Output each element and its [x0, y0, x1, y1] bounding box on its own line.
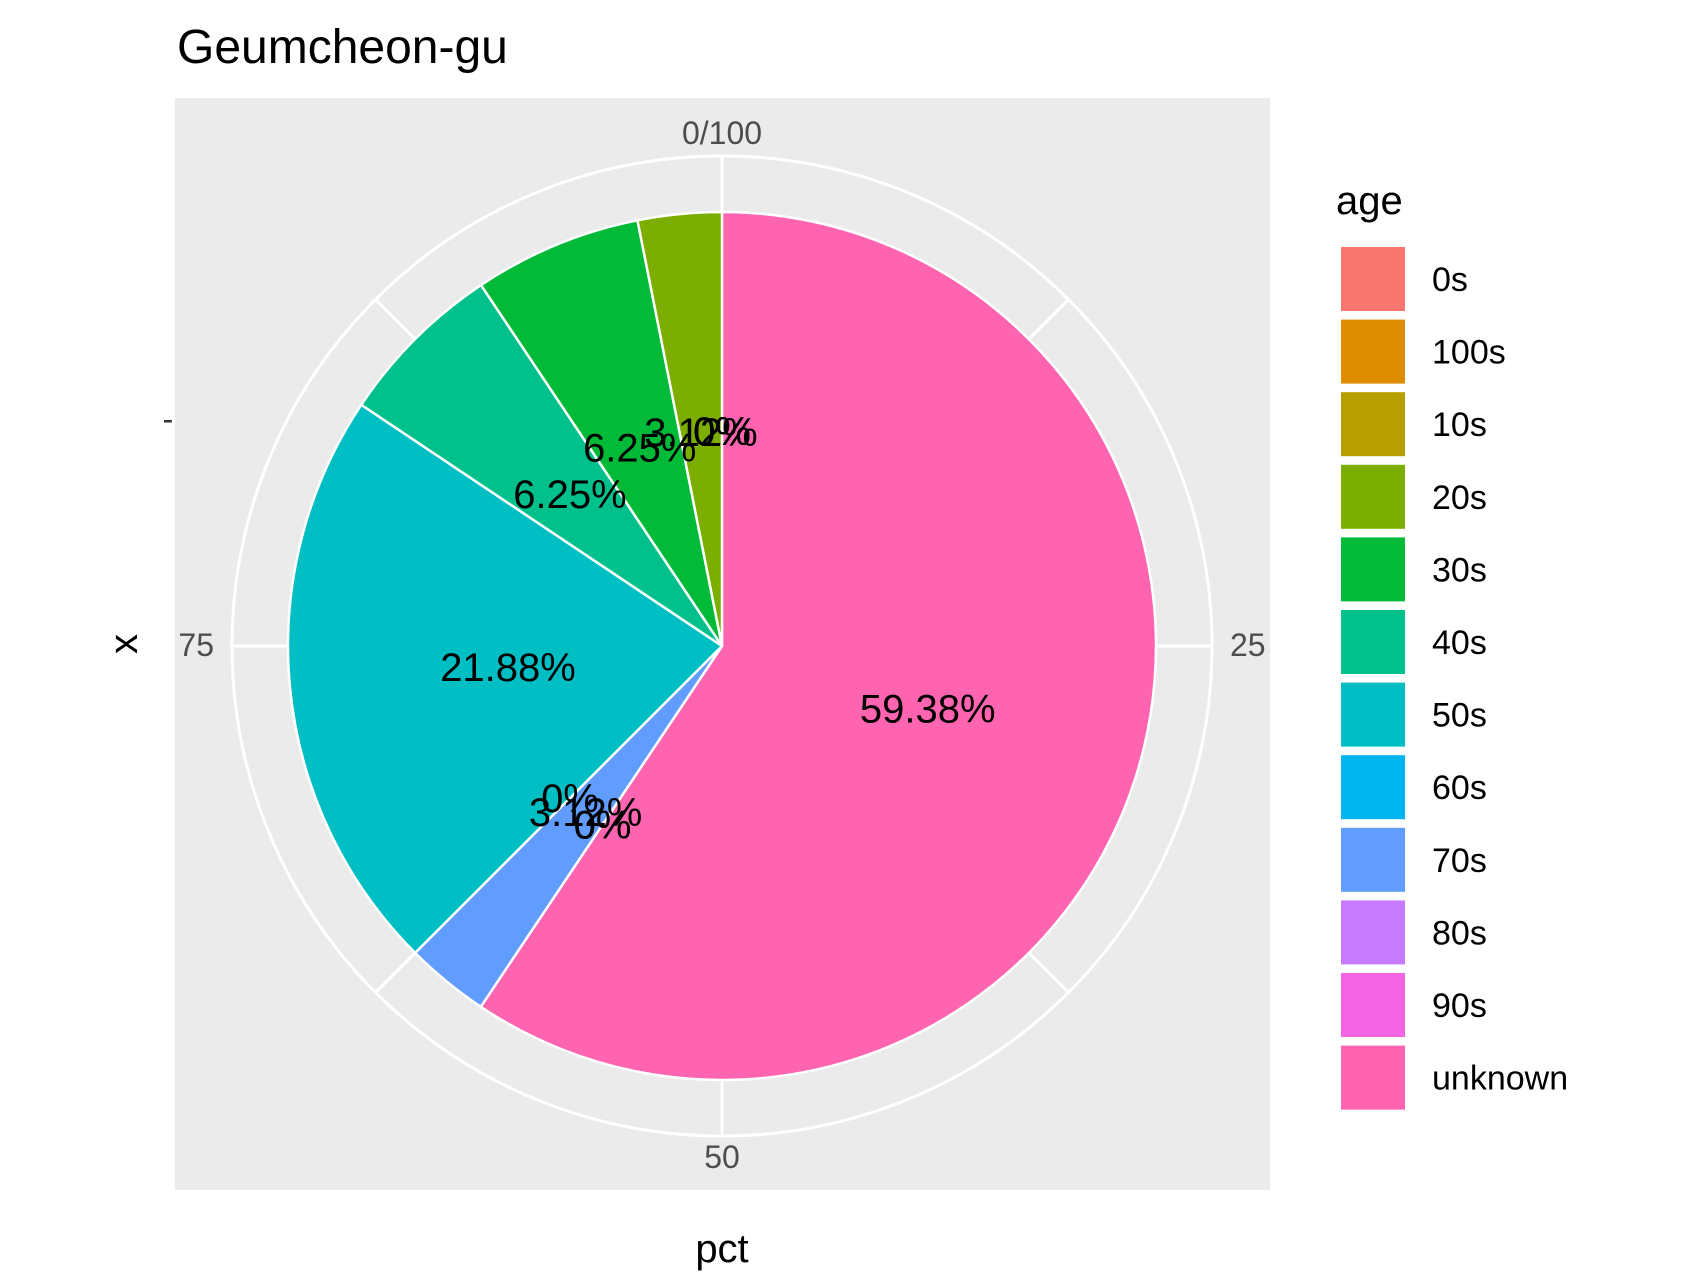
pie-slice-20s — [635, 210, 724, 647]
legend-label-20s: 20s — [1432, 479, 1487, 517]
angle-tick-25: 25 — [1230, 627, 1266, 663]
legend-label-50s: 50s — [1432, 697, 1487, 735]
slice-label-unknown: 59.38% — [860, 687, 996, 731]
legend-label-0s: 0s — [1432, 261, 1468, 299]
slice-label-50s: 21.88% — [440, 646, 576, 690]
legend-key-60s — [1341, 755, 1405, 820]
legend-label-100s: 100s — [1432, 334, 1506, 372]
slice-label-40s: 6.25% — [513, 473, 626, 517]
legend-key-20s — [1341, 464, 1405, 529]
y-tick-label: - — [163, 401, 174, 437]
angle-tick-50: 50 — [704, 1139, 740, 1175]
legend-key-40s — [1341, 610, 1405, 674]
pie-slices — [286, 210, 1158, 1082]
y-axis-title: x — [102, 634, 146, 654]
legend-label-80s: 80s — [1432, 914, 1487, 952]
legend-label-30s: 30s — [1432, 551, 1487, 589]
legend-key-0s — [1341, 247, 1405, 311]
legend-label-10s: 10s — [1432, 406, 1487, 444]
legend-key-90s — [1341, 973, 1405, 1037]
slice-label-100s: 0% — [693, 410, 751, 454]
legend-title: age — [1336, 179, 1403, 223]
slice-label-70s: 3.12% — [529, 791, 642, 835]
legend-key-10s — [1341, 392, 1405, 457]
x-axis-title: pct — [695, 1227, 748, 1271]
legend-key-unknown — [1341, 1045, 1405, 1110]
legend-label-70s: 70s — [1432, 842, 1487, 880]
slice-label-60s: 0% — [541, 777, 599, 821]
slice-label-80s: 0% — [574, 804, 632, 848]
pie-slice-40s — [359, 283, 724, 648]
legend-label-40s: 40s — [1432, 624, 1487, 662]
slice-labels: 59.38%0%0%3.12%0%21.88%6.25%6.25%3.12%0%… — [440, 410, 995, 848]
angle-tick-75: 75 — [178, 627, 214, 663]
slice-label-90s: 0% — [574, 804, 632, 848]
legend-key-100s — [1341, 319, 1405, 384]
legend-key-80s — [1341, 900, 1405, 965]
chart-title: Geumcheon-gu — [177, 21, 508, 74]
legend-label-60s: 60s — [1432, 769, 1487, 807]
angle-tick-labels: 0/100 25 50 75 — [178, 115, 1265, 1175]
pie-slice-unknown — [479, 210, 1158, 1082]
legend-key-30s — [1341, 537, 1405, 602]
pie-slice-30s — [479, 218, 724, 647]
legend-label-unknown: unknown — [1432, 1060, 1568, 1098]
angle-tick-0-100: 0/100 — [682, 115, 762, 151]
legend-label-90s: 90s — [1432, 987, 1487, 1025]
slice-label-30s: 6.25% — [583, 426, 696, 470]
legend-key-50s — [1341, 682, 1405, 747]
pie-slice-50s — [286, 403, 724, 955]
legend: age 0s 100s 10s 20s 30s 40s 50s 60s 70s 80s 90s unk… — [1336, 179, 1568, 1111]
slice-label-0s: 0% — [693, 410, 751, 454]
slice-label-10s: 0% — [693, 410, 751, 454]
slice-label-20s: 3.12% — [644, 411, 757, 455]
legend-key-70s — [1341, 827, 1405, 892]
